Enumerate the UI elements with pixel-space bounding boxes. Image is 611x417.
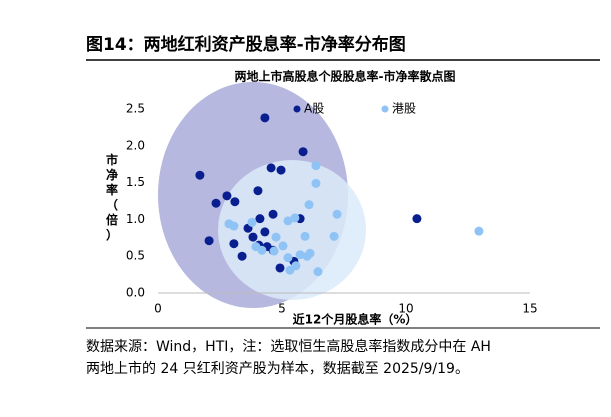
point bbox=[257, 245, 267, 255]
point bbox=[412, 214, 422, 224]
point bbox=[229, 239, 239, 249]
point bbox=[275, 263, 285, 273]
point bbox=[271, 232, 281, 242]
point bbox=[260, 113, 270, 123]
point bbox=[260, 227, 270, 237]
y-tick-label: 2.5 bbox=[126, 102, 145, 116]
point bbox=[222, 191, 232, 201]
point bbox=[311, 178, 321, 188]
point bbox=[283, 216, 293, 226]
point bbox=[302, 251, 312, 261]
point bbox=[276, 165, 286, 175]
point bbox=[255, 214, 265, 224]
x-tick-label: 10 bbox=[398, 302, 413, 316]
point bbox=[278, 241, 288, 251]
chart-title: 两地上市高股息个股股息率-市净率散点图 bbox=[235, 69, 456, 84]
point bbox=[211, 198, 221, 208]
x-tick-label: 5 bbox=[278, 302, 286, 316]
legend-marker bbox=[381, 105, 389, 113]
legend-marker bbox=[293, 105, 301, 113]
point bbox=[269, 246, 279, 256]
point bbox=[247, 217, 257, 227]
legend-label: A股 bbox=[304, 102, 324, 116]
hk-share-cluster bbox=[218, 160, 366, 300]
source-line: 数据来源：Wind，HTI，注：选取恒生高股息率指数成分中在 AH bbox=[86, 338, 491, 355]
point bbox=[230, 197, 240, 207]
point bbox=[266, 163, 276, 173]
point bbox=[248, 232, 258, 242]
y-tick-label: 0.5 bbox=[126, 249, 145, 263]
point bbox=[268, 209, 278, 219]
point bbox=[313, 267, 323, 277]
figure-title: 图14：两地红利资产股息率-市净率分布图 bbox=[86, 34, 406, 55]
source-line: 两地上市的 24 只红利资产股为样本，数据截至 2025/9/19。 bbox=[86, 360, 469, 377]
legend-label: 港股 bbox=[392, 102, 416, 116]
point bbox=[195, 170, 205, 180]
point bbox=[204, 236, 214, 246]
point bbox=[298, 147, 308, 157]
point bbox=[304, 200, 314, 210]
point bbox=[332, 209, 342, 219]
y-tick-label: 2.0 bbox=[126, 138, 145, 152]
point bbox=[290, 213, 300, 223]
x-tick-label: 0 bbox=[154, 302, 162, 316]
y-axis-label: 市净率（倍） bbox=[106, 152, 118, 242]
x-axis-label: 近12个月股息率（%） bbox=[293, 312, 418, 327]
y-tick-label: 0.0 bbox=[126, 286, 145, 300]
point bbox=[295, 250, 305, 260]
point bbox=[283, 253, 293, 263]
y-tick-label: 1.0 bbox=[126, 212, 145, 226]
x-tick-label: 15 bbox=[522, 302, 537, 316]
point bbox=[229, 221, 239, 231]
point bbox=[285, 265, 295, 275]
point bbox=[311, 161, 321, 171]
point bbox=[237, 251, 247, 261]
point bbox=[329, 231, 339, 241]
y-tick-label: 1.5 bbox=[126, 175, 145, 189]
point bbox=[300, 231, 310, 241]
point bbox=[474, 226, 484, 236]
point bbox=[253, 186, 263, 196]
